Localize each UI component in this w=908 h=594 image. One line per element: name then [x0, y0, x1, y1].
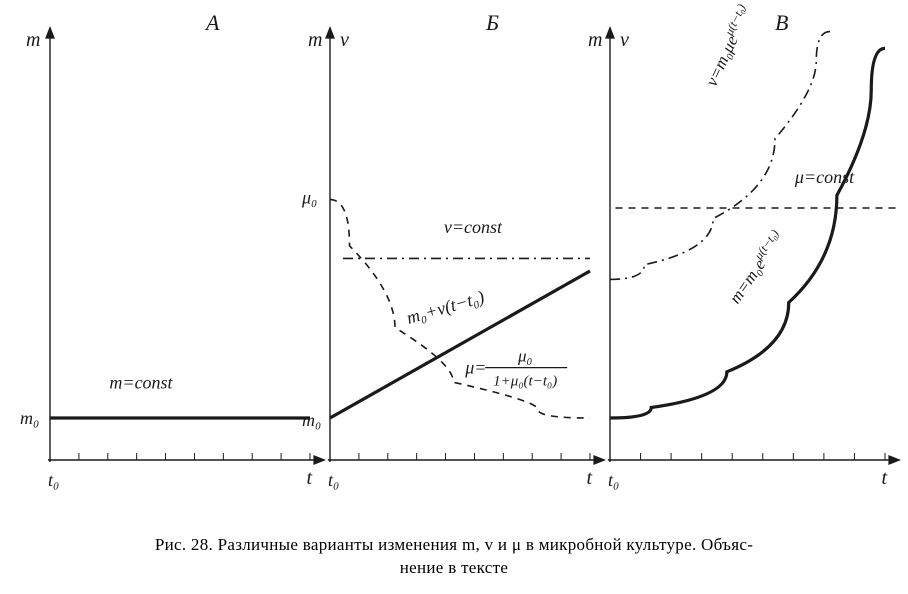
curve-m_exp — [610, 48, 885, 418]
figure-svg: Аmtt₀m₀m=constБmvtt₀m₀μ₀v=constm₀+v(t−t₀… — [0, 0, 908, 594]
curve-label-v_const: v=const — [444, 217, 503, 237]
svg-text:m₀: m₀ — [20, 408, 39, 428]
figure-caption: Рис. 28. Различные варианты изменения m,… — [0, 534, 908, 580]
svg-text:t: t — [881, 467, 887, 489]
svg-text:μ₀: μ₀ — [301, 188, 317, 208]
svg-text:1+μ₀(t−t₀): 1+μ₀(t−t₀) — [493, 374, 557, 390]
svg-text:v: v — [340, 29, 349, 51]
svg-text:m: m — [308, 29, 322, 51]
panel-label-V: В — [775, 10, 788, 35]
caption-line-1: Рис. 28. Различные варианты изменения m,… — [0, 534, 908, 557]
svg-text:v: v — [620, 29, 629, 51]
svg-text:t: t — [306, 467, 312, 489]
caption-line-2: нение в тексте — [0, 557, 908, 580]
svg-text:μ₀: μ₀ — [517, 347, 533, 366]
svg-text:t: t — [586, 467, 592, 489]
curve-label-m_linear: m₀+v(t−t₀) — [404, 287, 486, 329]
curve-label-v_exp: v=m₀μeμ(t−t₀) — [699, 2, 755, 89]
curve-label-m_const: m=const — [109, 373, 173, 393]
figure-28: Аmtt₀m₀m=constБmvtt₀m₀μ₀v=constm₀+v(t−t₀… — [0, 0, 908, 594]
svg-text:m: m — [588, 29, 602, 51]
curve-label-mu_decay-lhs: μ= — [464, 358, 486, 378]
panel-label-A: А — [204, 10, 220, 35]
svg-text:t₀: t₀ — [608, 470, 619, 490]
svg-text:t₀: t₀ — [48, 470, 59, 490]
svg-text:m₀: m₀ — [302, 410, 321, 430]
panel-label-B: Б — [485, 10, 499, 35]
svg-text:t₀: t₀ — [328, 470, 339, 490]
curve-label-m_exp: m=m₀eμ(t−t₀) — [723, 227, 788, 307]
svg-text:m: m — [26, 29, 40, 51]
curve-label-mu_const: μ=const — [794, 167, 855, 187]
